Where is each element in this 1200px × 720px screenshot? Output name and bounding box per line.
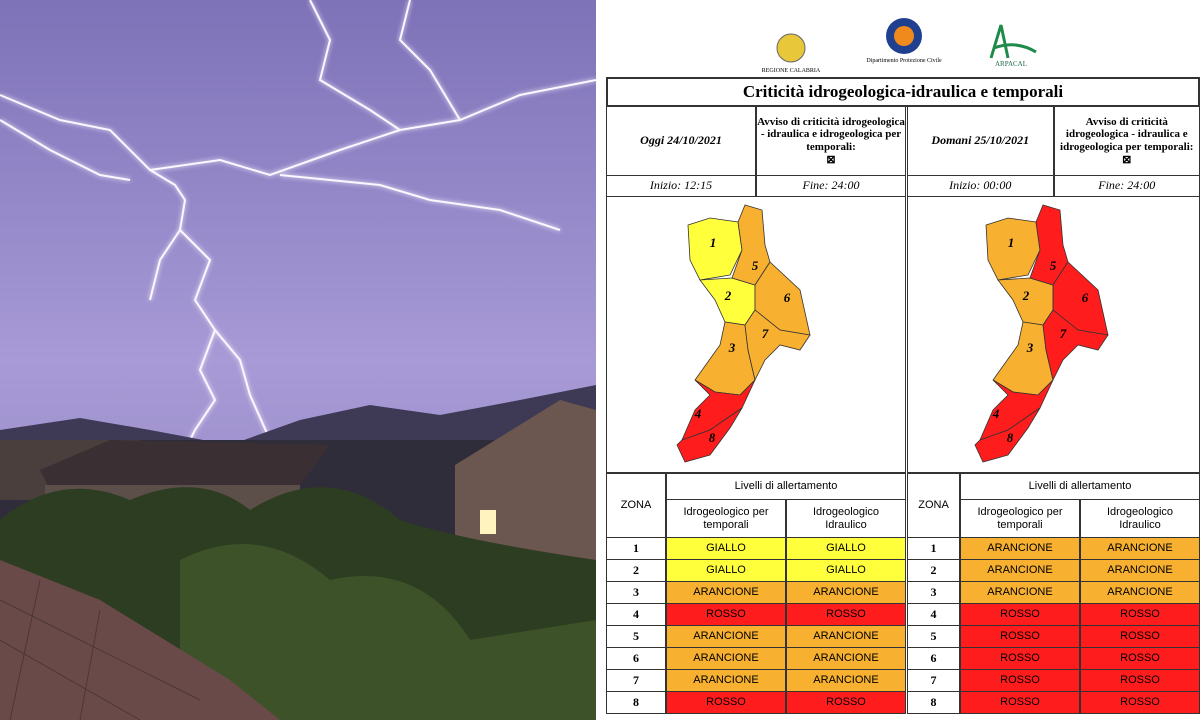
logo-text: REGIONE CALABRIA — [761, 68, 821, 74]
zone-number: 2 — [606, 559, 666, 582]
zone-header: ZONA — [907, 473, 960, 538]
logo-text: Dipartimento Protezione Civile — [866, 58, 942, 64]
zone-number: 7 — [606, 669, 666, 692]
zone-map: 1 2 3 4 5 6 7 8 — [676, 204, 811, 463]
zone-number: 5 — [907, 625, 960, 648]
map-frame — [606, 196, 906, 473]
logo-calabria — [776, 33, 806, 63]
level-cell: ARANCIONE — [786, 669, 906, 692]
level-cell: GIALLO — [666, 559, 786, 582]
level-cell: ROSSO — [786, 691, 906, 714]
alert-notice: Avviso di criticità idrogeologica - idra… — [1053, 106, 1200, 176]
column-header: Idrogeologico per temporali — [960, 499, 1080, 538]
column-header: Idrogeologico Idraulico — [1080, 499, 1200, 538]
map-label: 1 — [1008, 235, 1015, 250]
group-header: Livelli di allertamento — [666, 473, 906, 500]
map-zone — [985, 217, 1041, 281]
column-header: Idrogeologico per temporali — [666, 499, 786, 538]
map-zone — [687, 217, 743, 281]
map-zone — [974, 407, 1041, 463]
level-cell: ARANCIONE — [1080, 537, 1200, 560]
map-label: 8 — [1007, 430, 1014, 445]
storm-photo — [0, 0, 596, 720]
map-label: 7 — [1060, 326, 1067, 341]
zone-number: 2 — [907, 559, 960, 582]
zone-number: 6 — [907, 647, 960, 670]
logos — [776, 18, 1037, 63]
level-cell: GIALLO — [786, 537, 906, 560]
level-cell: ROSSO — [1080, 603, 1200, 626]
zone-number: 1 — [907, 537, 960, 560]
notice-text: Avviso di criticità idrogeologica - idra… — [1060, 115, 1194, 153]
level-cell: ARANCIONE — [1080, 581, 1200, 604]
level-cell: ROSSO — [960, 603, 1080, 626]
level-cell: ROSSO — [1080, 647, 1200, 670]
level-cell: ARANCIONE — [960, 581, 1080, 604]
level-cell: ARANCIONE — [666, 625, 786, 648]
level-cell: ARANCIONE — [1080, 559, 1200, 582]
map-label: 5 — [1050, 258, 1057, 273]
map-label: 4 — [694, 406, 702, 421]
level-cell: ROSSO — [1080, 691, 1200, 714]
level-cell: ROSSO — [960, 625, 1080, 648]
map-label: 2 — [1022, 288, 1030, 303]
zone-number: 6 — [606, 647, 666, 670]
bulletin: REGIONE CALABRIA Dipartimento Protezione… — [596, 0, 1200, 720]
level-cell: GIALLO — [786, 559, 906, 582]
logo-arpacal — [989, 24, 1037, 59]
map-label: 5 — [752, 258, 759, 273]
zone-number: 3 — [907, 581, 960, 604]
map-label: 7 — [762, 326, 769, 341]
map-label: 4 — [992, 406, 1000, 421]
level-cell: ARANCIONE — [786, 647, 906, 670]
zone-map: 1 2 3 4 5 6 7 8 — [974, 204, 1109, 463]
map-zone — [676, 407, 743, 463]
group-header: Livelli di allertamento — [960, 473, 1200, 500]
map-label: 3 — [1026, 340, 1034, 355]
map-zone — [744, 309, 811, 382]
zone-number: 4 — [907, 603, 960, 626]
map-label: 2 — [724, 288, 732, 303]
logo-text: ARPACAL — [994, 60, 1028, 68]
zone-number: 3 — [606, 581, 666, 604]
alert-notice: Avviso di criticità idrogeologica - idra… — [756, 106, 906, 176]
level-cell: ARANCIONE — [666, 669, 786, 692]
level-cell: ROSSO — [666, 691, 786, 714]
map-label: 3 — [728, 340, 736, 355]
map-zone — [1042, 309, 1109, 382]
zone-header: ZONA — [606, 473, 666, 538]
zone-number: 1 — [606, 537, 666, 560]
column-header: Idrogeologico Idraulico — [786, 499, 906, 538]
level-cell: GIALLO — [666, 537, 786, 560]
level-cell: ROSSO — [960, 691, 1080, 714]
level-cell: ROSSO — [666, 603, 786, 626]
level-cell: ARANCIONE — [786, 625, 906, 648]
level-cell: ROSSO — [1080, 669, 1200, 692]
zone-number: 8 — [907, 691, 960, 714]
zone-number: 4 — [606, 603, 666, 626]
zone-number: 7 — [907, 669, 960, 692]
level-cell: ARANCIONE — [960, 537, 1080, 560]
notice-text: Avviso di criticità idrogeologica - idra… — [757, 115, 905, 153]
level-cell: ARANCIONE — [666, 647, 786, 670]
map-label: 1 — [710, 235, 717, 250]
level-cell: ROSSO — [960, 669, 1080, 692]
level-cell: ARANCIONE — [786, 581, 906, 604]
map-label: 8 — [709, 430, 716, 445]
level-cell: ROSSO — [786, 603, 906, 626]
zone-number: 5 — [606, 625, 666, 648]
level-cell: ROSSO — [1080, 625, 1200, 648]
map-label: 6 — [784, 290, 791, 305]
map-label: 6 — [1082, 290, 1089, 305]
checkbox: ⊠ — [1122, 153, 1132, 166]
level-cell: ARANCIONE — [960, 559, 1080, 582]
checkbox: ⊠ — [826, 153, 836, 166]
level-cell: ROSSO — [960, 647, 1080, 670]
zone-number: 8 — [606, 691, 666, 714]
level-cell: ARANCIONE — [666, 581, 786, 604]
